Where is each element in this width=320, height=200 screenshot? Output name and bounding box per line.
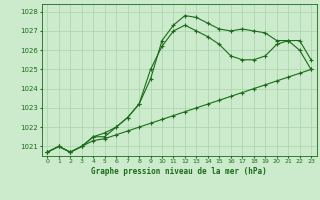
- X-axis label: Graphe pression niveau de la mer (hPa): Graphe pression niveau de la mer (hPa): [91, 167, 267, 176]
